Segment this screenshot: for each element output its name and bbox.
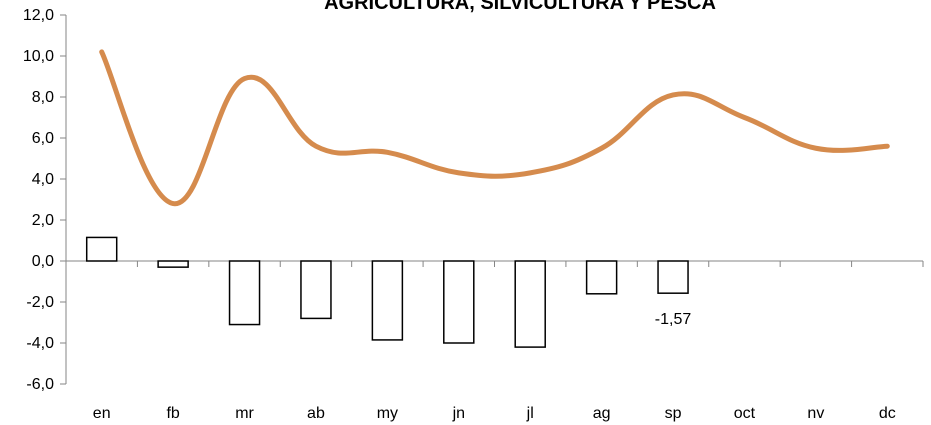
bar-jn	[443, 260, 475, 344]
bar-ag	[585, 260, 618, 295]
bar-jl	[514, 260, 546, 348]
x-tick-label-jl: jl	[526, 405, 534, 422]
title-layer: AGRICULTURA, SILVICULTURA Y PESCA	[324, 0, 716, 14]
y-tick-label: -6,0	[26, 376, 54, 393]
y-tick-label: -4,0	[26, 335, 54, 352]
chart-title: AGRICULTURA, SILVICULTURA Y PESCA	[324, 0, 716, 14]
bar-layer	[85, 236, 689, 348]
y-tick-label: 4,0	[32, 171, 54, 188]
bar-my	[371, 260, 404, 341]
series-line	[99, 49, 890, 207]
x-tick-label-ab: ab	[307, 405, 325, 422]
x-tick-label-ag: ag	[593, 405, 611, 422]
y-tick-label: 10,0	[23, 48, 54, 65]
y-tick-label: -2,0	[26, 294, 54, 311]
x-tick-label-jn: jn	[452, 405, 465, 422]
x-tick-label-oct: oct	[734, 405, 756, 422]
bar-fb	[157, 260, 189, 268]
bar-en	[85, 236, 118, 262]
data-label-sp: -1,57	[655, 311, 692, 328]
y-tick-label: 2,0	[32, 212, 54, 229]
x-tick-label-my: my	[377, 405, 398, 422]
y-tick-label: 12,0	[23, 7, 54, 24]
bar-ab	[300, 260, 332, 320]
x-tick-label-dc: dc	[879, 405, 896, 422]
bar-mr	[228, 260, 261, 326]
x-tick-label-fb: fb	[166, 405, 179, 422]
y-tick-label: 6,0	[32, 130, 54, 147]
y-tick-label: 8,0	[32, 89, 54, 106]
axis-layer: 12,0 10,0 8,0 6,0 4,0 2,0 0,0 -2,0 -4,0 -6,0 en fb m…	[23, 7, 924, 422]
line-layer	[99, 49, 890, 207]
x-tick-label-nv: nv	[807, 405, 824, 422]
bar-sp	[657, 260, 689, 294]
y-tick-label: 0,0	[32, 253, 54, 270]
x-tick-label-sp: sp	[665, 405, 682, 422]
x-tick-label-mr: mr	[235, 405, 254, 422]
label-layer: -1,57	[655, 311, 692, 328]
x-tick-label-en: en	[93, 405, 111, 422]
